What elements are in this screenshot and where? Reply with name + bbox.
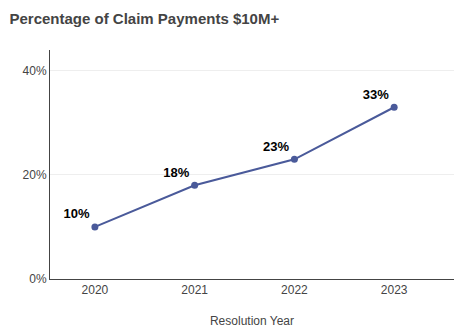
svg-text:20%: 20% — [23, 168, 47, 182]
svg-text:33%: 33% — [363, 87, 389, 102]
svg-text:Percentage of Claim Payments $: Percentage of Claim Payments $10M+ — [9, 10, 279, 27]
svg-text:18%: 18% — [163, 165, 189, 180]
svg-text:2022: 2022 — [281, 283, 308, 297]
svg-text:23%: 23% — [263, 139, 289, 154]
svg-text:2020: 2020 — [82, 283, 109, 297]
svg-text:2021: 2021 — [181, 283, 208, 297]
svg-text:10%: 10% — [63, 206, 89, 221]
svg-text:Resolution Year: Resolution Year — [210, 314, 294, 328]
svg-text:2023: 2023 — [381, 283, 408, 297]
svg-text:0%: 0% — [29, 272, 47, 286]
svg-text:40%: 40% — [23, 64, 47, 78]
